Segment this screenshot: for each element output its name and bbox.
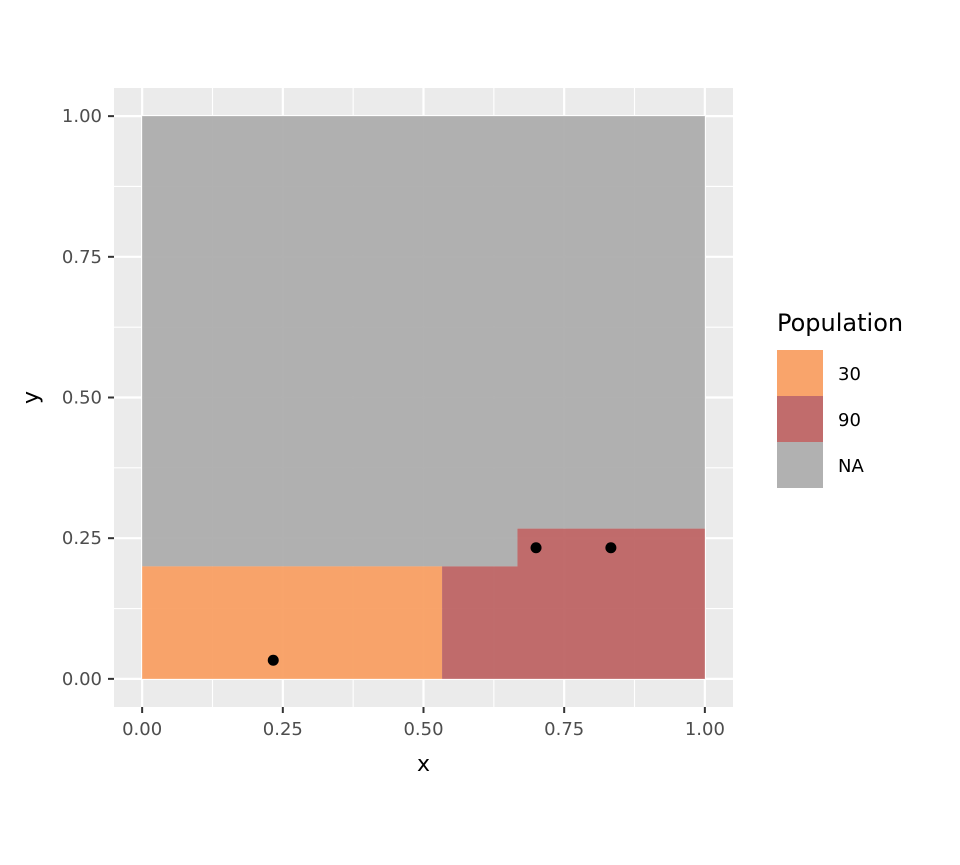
x-tick-label: 0.50 xyxy=(403,719,443,740)
data-point xyxy=(530,542,542,554)
x-axis-title: x xyxy=(417,752,430,777)
y-axis-title: y xyxy=(19,391,44,404)
region-na xyxy=(142,116,705,567)
x-tick-label: 1.00 xyxy=(685,719,725,740)
y-tick-label: 0.75 xyxy=(62,247,102,268)
legend-label: 90 xyxy=(838,410,861,431)
regions-layer xyxy=(142,116,705,679)
x-tick-label: 0.00 xyxy=(122,719,162,740)
data-point xyxy=(267,654,279,666)
legend-title: Population xyxy=(777,309,903,337)
legend-label: 30 xyxy=(838,364,861,385)
legend-key xyxy=(777,350,823,396)
y-tick-label: 1.00 xyxy=(62,106,102,127)
points-layer xyxy=(267,542,617,666)
legend-key xyxy=(777,442,823,488)
legend-key xyxy=(777,396,823,442)
legend: Population 30 90 NA xyxy=(777,309,903,488)
region-30 xyxy=(142,566,443,679)
x-tick-label: 0.75 xyxy=(544,719,584,740)
y-tick-label: 0.00 xyxy=(62,669,102,690)
data-point xyxy=(605,542,617,554)
y-tick-label: 0.25 xyxy=(62,528,102,549)
region-90 xyxy=(442,528,705,679)
x-tick-label: 0.25 xyxy=(263,719,303,740)
axes: 0.00 0.25 0.50 0.75 1.00 0.00 0.25 0.50 0.75 1.00 xyxy=(62,106,725,740)
legend-label: NA xyxy=(838,456,864,477)
y-tick-label: 0.50 xyxy=(62,388,102,409)
